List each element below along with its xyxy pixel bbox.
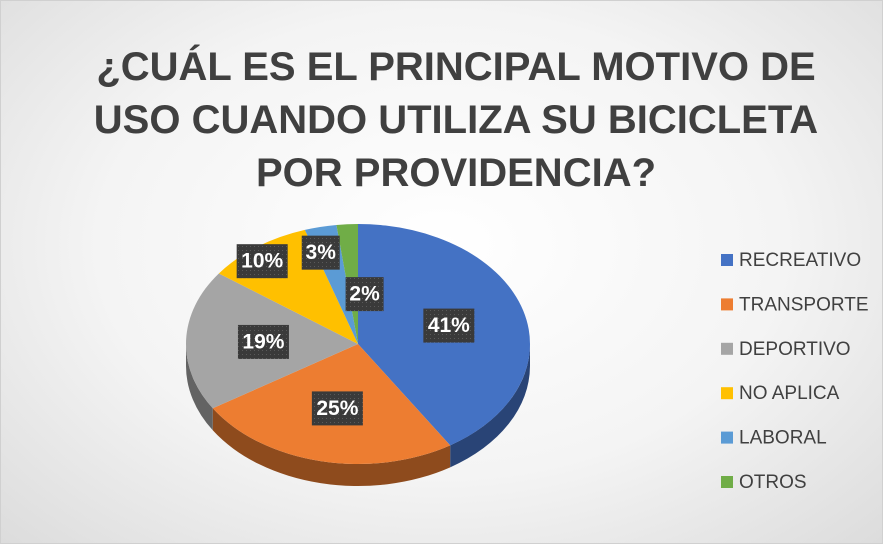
- legend-swatch: [721, 342, 733, 355]
- slice-side: [212, 408, 451, 486]
- legend-label: OTROS: [739, 472, 807, 493]
- legend-swatch: [721, 298, 733, 311]
- data-label: 2%: [349, 283, 380, 306]
- legend-label: DEPORTIVO: [739, 339, 851, 360]
- data-label: 25%: [316, 397, 358, 420]
- legend-label: LABORAL: [739, 428, 827, 449]
- slice-side: [186, 344, 213, 431]
- data-label-box: [311, 391, 363, 426]
- legend-label: RECREATIVO: [739, 250, 861, 271]
- legend-swatch: [721, 254, 733, 266]
- chart-title: ¿CUÁL ES EL PRINCIPAL MOTIVO DE USO CUAN…: [93, 45, 819, 195]
- data-label: 10%: [241, 250, 283, 273]
- legend-label: TRANSPORTE: [739, 294, 869, 315]
- legend-swatch: [721, 387, 733, 400]
- data-label-box: [345, 277, 384, 312]
- data-label: 19%: [242, 330, 284, 353]
- data-label-box: [237, 324, 289, 359]
- legend-label: NO APLICA: [739, 383, 840, 404]
- slice-side: [450, 344, 530, 468]
- data-label-box: [423, 308, 475, 343]
- data-label: 41%: [428, 314, 470, 337]
- data-label: 3%: [306, 241, 337, 264]
- data-label-box: [301, 235, 340, 270]
- data-label-box: [236, 244, 288, 279]
- legend-swatch: [721, 431, 733, 444]
- legend-swatch: [721, 476, 733, 488]
